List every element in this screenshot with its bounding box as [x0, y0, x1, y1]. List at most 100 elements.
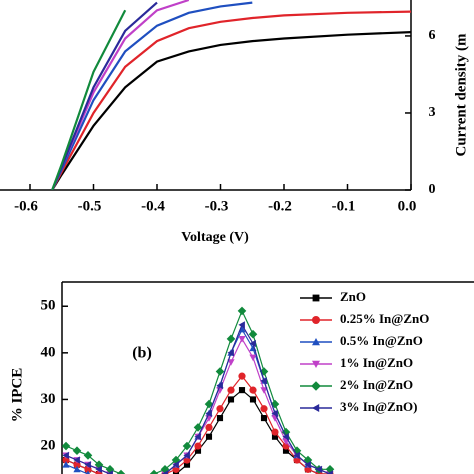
marker	[205, 433, 213, 440]
series-line	[51, 31, 411, 190]
marker	[194, 442, 202, 450]
legend-marker	[312, 294, 320, 302]
marker	[238, 372, 246, 380]
legend-label: 3% In@ZnO)	[340, 399, 417, 414]
legend-marker	[312, 316, 320, 324]
marker	[182, 441, 192, 451]
marker	[62, 451, 69, 459]
marker	[116, 469, 126, 474]
x-tick-label: -0.3	[205, 198, 229, 214]
marker	[83, 451, 93, 460]
marker	[238, 336, 246, 343]
marker	[238, 387, 246, 394]
series-line	[51, 9, 127, 190]
marker	[161, 470, 168, 474]
y-tick-label: 40	[41, 344, 56, 360]
marker	[249, 396, 257, 403]
marker	[249, 354, 257, 362]
marker	[62, 461, 70, 468]
marker	[271, 433, 279, 440]
marker	[106, 470, 113, 474]
marker	[238, 321, 245, 329]
marker	[293, 451, 300, 459]
marker	[260, 387, 268, 394]
x-tick-label: 0.0	[398, 198, 417, 214]
marker	[248, 329, 258, 339]
x-tick-label: -0.2	[268, 198, 292, 214]
marker	[237, 306, 247, 316]
marker	[325, 465, 335, 474]
panel-label: (b)	[132, 345, 152, 362]
marker	[84, 461, 91, 469]
marker	[73, 456, 80, 464]
marker	[282, 447, 290, 454]
marker	[326, 470, 333, 474]
marker	[249, 386, 257, 394]
marker	[183, 461, 191, 468]
marker	[105, 465, 115, 474]
y-tick-label: 30	[41, 391, 56, 407]
marker	[260, 377, 267, 385]
marker	[205, 423, 213, 431]
y-tick-label: 20	[41, 437, 56, 453]
y-tick-label: 0	[429, 182, 436, 197]
marker	[215, 367, 225, 376]
marker	[227, 349, 234, 357]
marker	[160, 465, 170, 474]
marker	[227, 386, 235, 394]
series-line	[51, 10, 411, 190]
marker	[95, 465, 102, 473]
marker	[183, 451, 190, 459]
plot-area	[51, 0, 411, 190]
x-tick-label: -0.6	[14, 198, 38, 214]
marker	[194, 447, 202, 454]
marker	[204, 399, 214, 409]
marker	[216, 405, 224, 413]
marker	[249, 339, 256, 348]
marker	[271, 428, 279, 436]
marker	[72, 446, 82, 455]
x-tick-label: -0.1	[332, 198, 356, 214]
x-tick-label: -0.4	[141, 198, 165, 214]
legend-label: 0.25% In@ZnO	[340, 311, 429, 326]
legend-label: 2% In@ZnO	[340, 377, 413, 392]
marker	[86, 470, 90, 474]
marker	[172, 461, 179, 469]
marker	[216, 381, 223, 390]
marker	[315, 465, 322, 473]
marker	[226, 334, 236, 344]
legend-marker	[312, 360, 320, 368]
y-tick-label: 50	[41, 298, 56, 314]
legend-marker	[311, 381, 321, 391]
legend-marker	[312, 404, 320, 412]
marker	[193, 423, 203, 432]
series-line	[51, 0, 190, 190]
marker	[216, 415, 224, 422]
marker	[304, 461, 311, 469]
y-axis-label: % IPCE	[9, 368, 25, 423]
marker	[227, 359, 235, 366]
marker	[260, 405, 268, 413]
legend-label: 1% In@ZnO	[340, 355, 413, 370]
legend-marker	[312, 338, 320, 346]
marker	[271, 409, 278, 417]
plot-area	[62, 306, 335, 474]
marker	[282, 433, 289, 441]
y-axis-label: Current density (m	[453, 33, 469, 157]
y-tick-label: 6	[429, 28, 436, 43]
marker	[205, 409, 212, 417]
y-tick-label: 3	[429, 105, 436, 120]
marker	[62, 441, 71, 451]
series-line	[65, 389, 330, 474]
marker	[73, 465, 81, 473]
marker	[260, 415, 268, 422]
marker	[149, 469, 159, 474]
legend-label: 0.5% In@ZnO	[340, 333, 423, 348]
legend-label: ZnO	[340, 289, 366, 304]
x-axis-label: Voltage (V)	[181, 230, 249, 245]
marker	[194, 433, 201, 441]
x-tick-label: -0.5	[78, 198, 102, 214]
marker	[227, 396, 235, 403]
series-line	[51, 1, 253, 190]
